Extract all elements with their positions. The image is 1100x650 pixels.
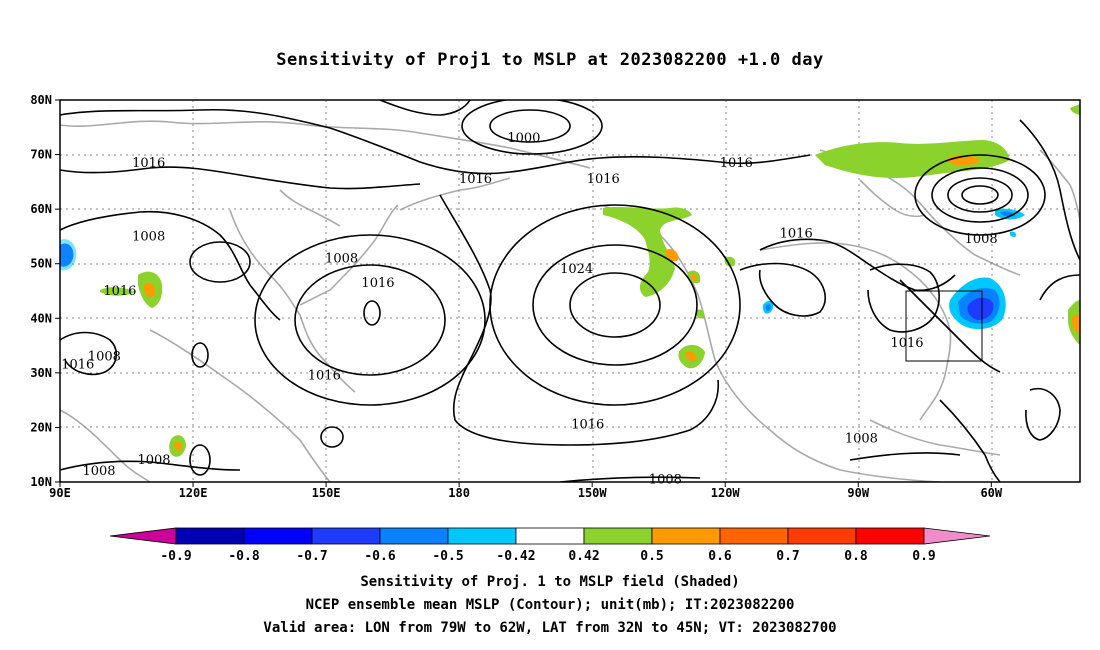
lon-label: 180 [448,486,470,500]
colorbar-swatch [787,527,857,545]
colorbar-labels: -0.9 -0.8 -0.7 -0.6 -0.5 -0.42 0.42 0.5 0.6 0.7 0.… [160,549,935,564]
lon-label: 150E [312,486,341,500]
contour-label: 1008 [132,229,165,244]
footer-line-3: Valid area: LON from 79W to 62W, LAT fro… [263,620,837,636]
map-title: Sensitivity of Proj1 to MSLP at 20230822… [276,50,824,70]
colorbar-label: 0.42 [568,549,599,564]
contour-label: 1008 [845,431,878,446]
lon-label: 60W [980,486,1002,500]
lat-label: 70N [30,148,52,162]
colorbar-label: -0.5 [432,549,463,564]
colorbar-high-arrow [923,527,991,545]
valid-area-box [905,290,983,362]
colorbar-label: 0.7 [776,549,799,564]
colorbar-label: -0.42 [496,549,535,564]
lon-label: 120W [711,486,741,500]
colorbar-label: 0.9 [912,549,935,564]
colorbar-swatch [719,527,789,545]
contour-label: 1008 [82,464,115,479]
colorbar-label: -0.7 [296,549,327,564]
contour-label: 1016 [308,369,341,384]
colorbar-label: -0.9 [160,549,191,564]
lat-label: 50N [30,257,52,271]
colorbar-label: 0.8 [844,549,868,564]
contour-label: 1016 [132,156,165,171]
longitude-labels: 90E 120E 150E 180 150W 120W 90W 60W [49,482,1003,500]
colorbar-swatch [447,527,517,545]
contour-label: 1000 [507,131,540,146]
contour-label: 1016 [780,227,813,242]
contour-label: 1016 [459,172,492,187]
lat-label: 10N [30,475,52,489]
contour-label: 1008 [88,349,121,364]
contour-label: 1016 [890,336,923,351]
colorbar-label: 0.6 [708,549,732,564]
colorbar-swatch [379,527,449,545]
colorbar-label: -0.6 [364,549,395,564]
map-frame [59,99,1081,483]
contour-label: 1008 [137,453,170,468]
contour-label: 1008 [649,472,682,487]
colorbar-swatch [855,527,925,545]
lon-label: 120E [179,486,208,500]
colorbar-swatch [583,527,653,545]
footer-line-2: NCEP ensemble mean MSLP (Contour); unit(… [305,597,795,613]
colorbar-swatch [651,527,721,545]
colorbar-low-arrow [109,527,177,545]
colorbar-swatch [311,527,381,545]
contour-label: 1016 [61,358,94,373]
mslp-contours [60,100,1080,482]
contour-label: 1016 [587,172,620,187]
latitude-labels: 80N 70N 60N 50N 40N 30N 20N 10N [30,93,60,489]
lon-label: 90W [847,486,869,500]
lat-label: 60N [30,202,52,216]
colorbar-label: -0.8 [228,549,259,564]
lat-label: 40N [30,311,52,325]
colorbar-swatch [515,527,585,545]
lon-label: 150W [578,486,608,500]
contour-label: 1016 [361,276,394,291]
sensitivity-shading [60,104,1080,457]
colorbar-swatch [175,527,245,545]
colorbar [109,527,991,545]
lon-label: 90E [49,486,71,500]
colorbar-label: 0.5 [640,549,663,564]
contour-label: 1016 [103,284,136,299]
lat-label: 30N [30,366,52,380]
contour-label: 1024 [560,262,593,277]
colorbar-swatch [243,527,313,545]
grid [60,100,1080,482]
contour-label: 1016 [720,156,753,171]
lat-label: 20N [30,420,52,434]
contour-label: 1008 [965,232,998,247]
footer-line-1: Sensitivity of Proj. 1 to MSLP field (Sh… [360,574,740,590]
contour-label: 1016 [571,418,604,433]
contour-label: 1008 [325,251,358,266]
lat-label: 80N [30,93,52,107]
